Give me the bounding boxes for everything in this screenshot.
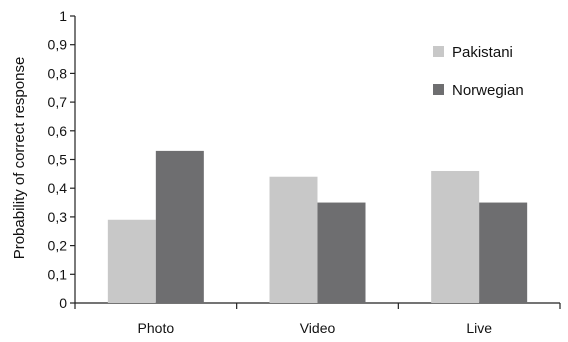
y-tick-label: 0 (59, 295, 67, 311)
bar-norwegian-photo (155, 150, 204, 303)
y-tick-label: 0,9 (48, 37, 68, 53)
x-tick-label: Video (300, 320, 336, 336)
legend-swatch (433, 84, 444, 95)
bar-pakistani-video (269, 176, 318, 303)
x-axis: Photo Video Live (74, 302, 561, 336)
bar-norwegian-live (479, 202, 528, 303)
y-tick-label: 1 (59, 8, 67, 24)
y-axis: 0 0,1 0,2 0,3 0,4 0,5 0,6 0,7 0,8 0,9 1 (48, 8, 76, 311)
y-axis-title: Probability of correct response (11, 57, 28, 260)
legend-label: Pakistani (452, 44, 513, 61)
bar-pakistani-live (431, 170, 480, 303)
bar-pakistani-photo (107, 219, 156, 303)
y-tick-label: 0,8 (48, 65, 68, 81)
legend-label: Norwegian (452, 82, 524, 99)
bar-norwegian-video (317, 202, 366, 303)
legend-swatch (433, 46, 444, 57)
y-tick-label: 0,3 (48, 209, 68, 225)
legend: Pakistani Norwegian (433, 44, 524, 99)
bars (107, 150, 528, 303)
x-tick-label: Live (466, 320, 492, 336)
y-tick-label: 0,4 (48, 180, 68, 196)
y-tick-label: 0,5 (48, 152, 68, 168)
y-tick-label: 0,2 (48, 238, 68, 254)
y-tick-label: 0,1 (48, 266, 68, 282)
x-tick-label: Photo (138, 320, 175, 336)
y-tick-label: 0,6 (48, 123, 68, 139)
y-tick-label: 0,7 (48, 94, 68, 110)
